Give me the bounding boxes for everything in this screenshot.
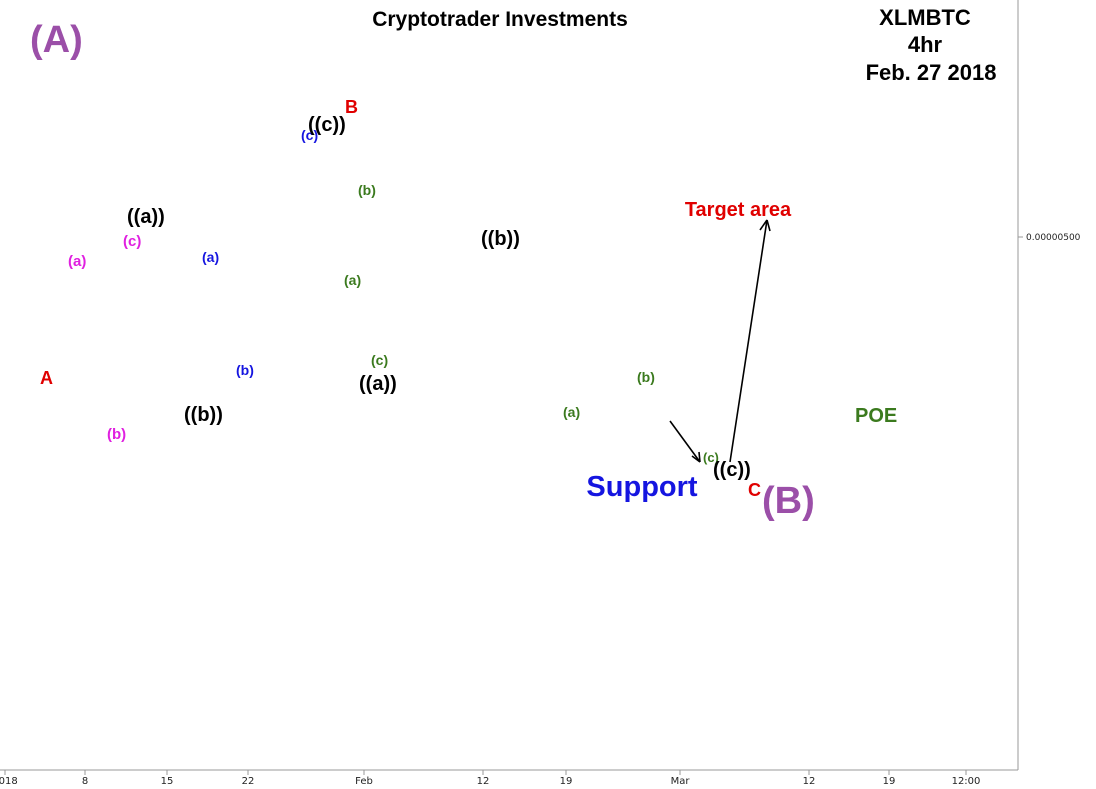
wave-A-big: (A): [30, 19, 83, 61]
x-tick-label: 15: [161, 776, 174, 787]
wave-c-blue: (c): [301, 127, 318, 143]
x-tick-label: 19: [560, 776, 573, 787]
arrow-down-to-c: [669, 420, 701, 463]
wave-B-big: (B): [762, 480, 815, 522]
x-tick-label: 2018: [0, 776, 18, 787]
x-tick-label: 22: [242, 776, 255, 787]
y-tick-labels: 0.000070000.000065000.000060000.00005500…: [1018, 233, 1081, 243]
arrow-up-head: [759, 219, 771, 232]
wave-b-blue: (b): [236, 362, 254, 378]
x-tick-label: Mar: [671, 776, 691, 787]
wave-aa-black-1: ((a)): [127, 206, 165, 228]
wave-b-green-1: (b): [358, 182, 376, 198]
wave-b-green-2: (b): [637, 369, 655, 385]
date-label: Feb. 27 2018: [866, 60, 997, 85]
arrow-up-to-target: [729, 219, 768, 463]
x-tick-label: 12: [803, 776, 816, 787]
projection-arrows: [669, 219, 771, 463]
x-tick-labels: 2018 8 15 22 Feb 12 19 Mar 12 19 12:00: [0, 770, 980, 787]
wave-C-red: C: [748, 480, 761, 500]
wave-B-red: B: [345, 97, 358, 117]
wave-c-magenta: (c): [123, 233, 141, 250]
wave-a-blue: (a): [202, 249, 219, 265]
wave-a-green-2: (a): [563, 404, 580, 420]
wave-bb-black-2: ((b)): [481, 228, 520, 250]
x-tick-label: 12: [477, 776, 490, 787]
arrow-down-head: [691, 451, 701, 463]
poe-label: POE: [855, 405, 897, 427]
chart-title: Cryptotrader Investments: [372, 8, 628, 31]
timeframe-label: 4hr: [908, 32, 943, 57]
x-tick-label: 8: [82, 776, 88, 787]
x-tick-label: 19: [883, 776, 896, 787]
wave-a-magenta: (a): [68, 253, 86, 270]
x-tick-label: 12:00: [952, 776, 981, 787]
wave-b-magenta: (b): [107, 426, 126, 443]
wave-aa-black-2: ((a)): [359, 373, 397, 395]
wave-c-green-2: (c): [703, 450, 719, 465]
symbol-label: XLMBTC: [879, 5, 971, 30]
wave-A-red: A: [40, 368, 53, 388]
wave-c-green-1: (c): [371, 352, 388, 368]
wave-a-green-1: (a): [344, 272, 361, 288]
target-area-label: Target area: [685, 199, 792, 221]
support-label: Support: [586, 471, 697, 503]
x-tick-label: Feb: [355, 776, 373, 787]
wave-bb-black-1: ((b)): [184, 404, 223, 426]
wave-cc-black-1: ((c)): [308, 114, 346, 136]
y-tick-label: 0.00000500: [1026, 233, 1081, 243]
wave-cc-black-2: ((c)): [713, 459, 751, 481]
